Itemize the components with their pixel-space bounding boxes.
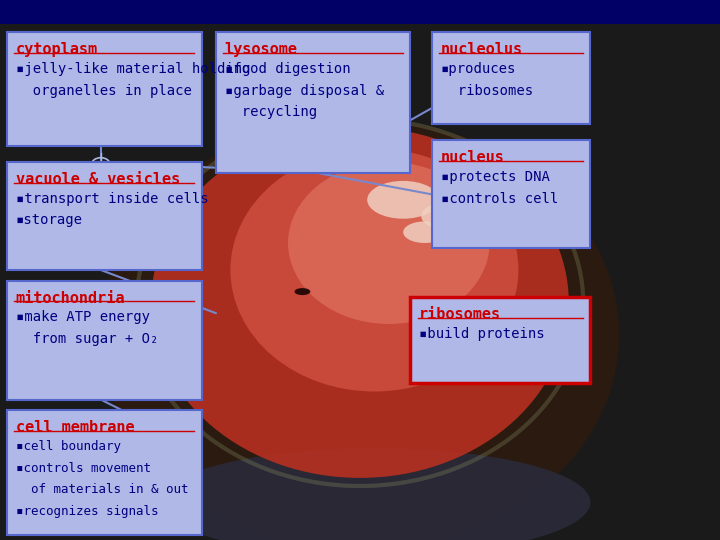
Ellipse shape [403,221,446,243]
Text: ▪build proteins: ▪build proteins [419,327,544,341]
Text: ▪storage: ▪storage [16,213,83,227]
FancyBboxPatch shape [7,410,202,535]
Text: ▪controls cell: ▪controls cell [441,192,558,206]
Ellipse shape [230,148,518,392]
Text: cell membrane: cell membrane [16,420,135,435]
Text: organelles in place: organelles in place [16,84,192,98]
Text: ▪food digestion: ▪food digestion [225,62,350,76]
Text: ▪controls movement: ▪controls movement [16,462,151,475]
Text: vacuole & vesicles: vacuole & vesicles [16,172,180,187]
Text: ▪garbage disposal &: ▪garbage disposal & [225,84,384,98]
FancyBboxPatch shape [7,281,202,400]
FancyBboxPatch shape [216,32,410,173]
Text: ribosomes: ribosomes [419,307,501,322]
Text: ▪produces: ▪produces [441,62,516,76]
Text: cytoplasm: cytoplasm [16,42,98,57]
Text: ▪make ATP energy: ▪make ATP energy [16,310,150,325]
Text: mitochondria: mitochondria [16,291,125,306]
Text: recycling: recycling [225,105,317,119]
Ellipse shape [151,127,569,478]
FancyBboxPatch shape [7,32,202,146]
Ellipse shape [294,288,310,295]
Ellipse shape [367,181,439,219]
FancyBboxPatch shape [432,140,590,248]
Text: ▪recognizes signals: ▪recognizes signals [16,505,158,518]
Text: nucleolus: nucleolus [441,42,523,57]
Text: ▪transport inside cells: ▪transport inside cells [16,192,209,206]
Text: ▪cell boundary: ▪cell boundary [16,440,121,453]
Text: ▪jelly-like material holding: ▪jelly-like material holding [16,62,251,76]
Bar [0,0,720,24]
Ellipse shape [288,162,490,324]
Text: of materials in & out: of materials in & out [16,483,189,496]
FancyBboxPatch shape [432,32,590,124]
Text: nucleus: nucleus [441,150,505,165]
Ellipse shape [421,202,472,230]
Text: ribosomes: ribosomes [441,84,533,98]
Ellipse shape [101,119,619,540]
FancyBboxPatch shape [410,297,590,383]
FancyBboxPatch shape [7,162,202,270]
Text: ▪protects DNA: ▪protects DNA [441,170,549,184]
Text: from sugar + O₂: from sugar + O₂ [16,332,158,346]
Text: lysosome: lysosome [225,42,297,57]
Ellipse shape [158,448,590,540]
